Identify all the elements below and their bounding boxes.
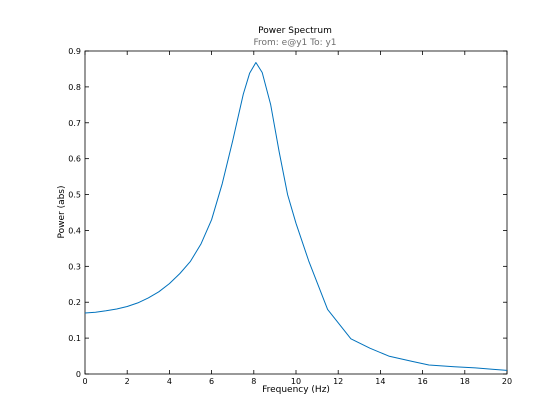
x-tick-label: 6 bbox=[209, 377, 214, 386]
x-tick-label: 8 bbox=[251, 377, 256, 386]
power-spectrum-line bbox=[84, 62, 508, 371]
x-tick-label: 0 bbox=[82, 377, 87, 386]
y-tick-label: 0 bbox=[76, 370, 81, 379]
x-tick-label: 16 bbox=[418, 377, 428, 386]
y-axis-label: Power (abs) bbox=[57, 185, 67, 238]
x-tick-label: 2 bbox=[125, 377, 130, 386]
y-tick-label: 0.1 bbox=[68, 334, 81, 343]
chart-subtitle: From: e@y1 To: y1 bbox=[253, 38, 336, 48]
x-tick-label: 10 bbox=[291, 377, 301, 386]
y-tick-label: 0.9 bbox=[68, 47, 81, 56]
y-tick-label: 0.6 bbox=[68, 155, 81, 164]
x-tick-label: 14 bbox=[375, 377, 385, 386]
y-tick-label: 0.7 bbox=[68, 119, 81, 128]
x-tick-label: 12 bbox=[333, 377, 343, 386]
y-tick-label: 0.4 bbox=[68, 226, 81, 235]
y-tick-label: 0.3 bbox=[68, 262, 81, 271]
x-tick-label: 4 bbox=[167, 377, 172, 386]
y-tick-label: 0.8 bbox=[68, 83, 81, 92]
y-tick-label: 0.5 bbox=[68, 191, 81, 200]
axes-box bbox=[84, 50, 508, 375]
plot-area: 0 2 4 6 8 10 12 14 16 18 20 0 0.1 0.2 0.3 0.4 0.5 0.6 0.7 0… bbox=[68, 47, 512, 386]
x-tick-label: 18 bbox=[460, 377, 470, 386]
x-axis-label: Frequency (Hz) bbox=[262, 385, 330, 395]
y-tick-label: 0.2 bbox=[68, 298, 81, 307]
x-tick-label: 20 bbox=[502, 377, 512, 386]
chart-title: Power Spectrum bbox=[258, 26, 332, 36]
